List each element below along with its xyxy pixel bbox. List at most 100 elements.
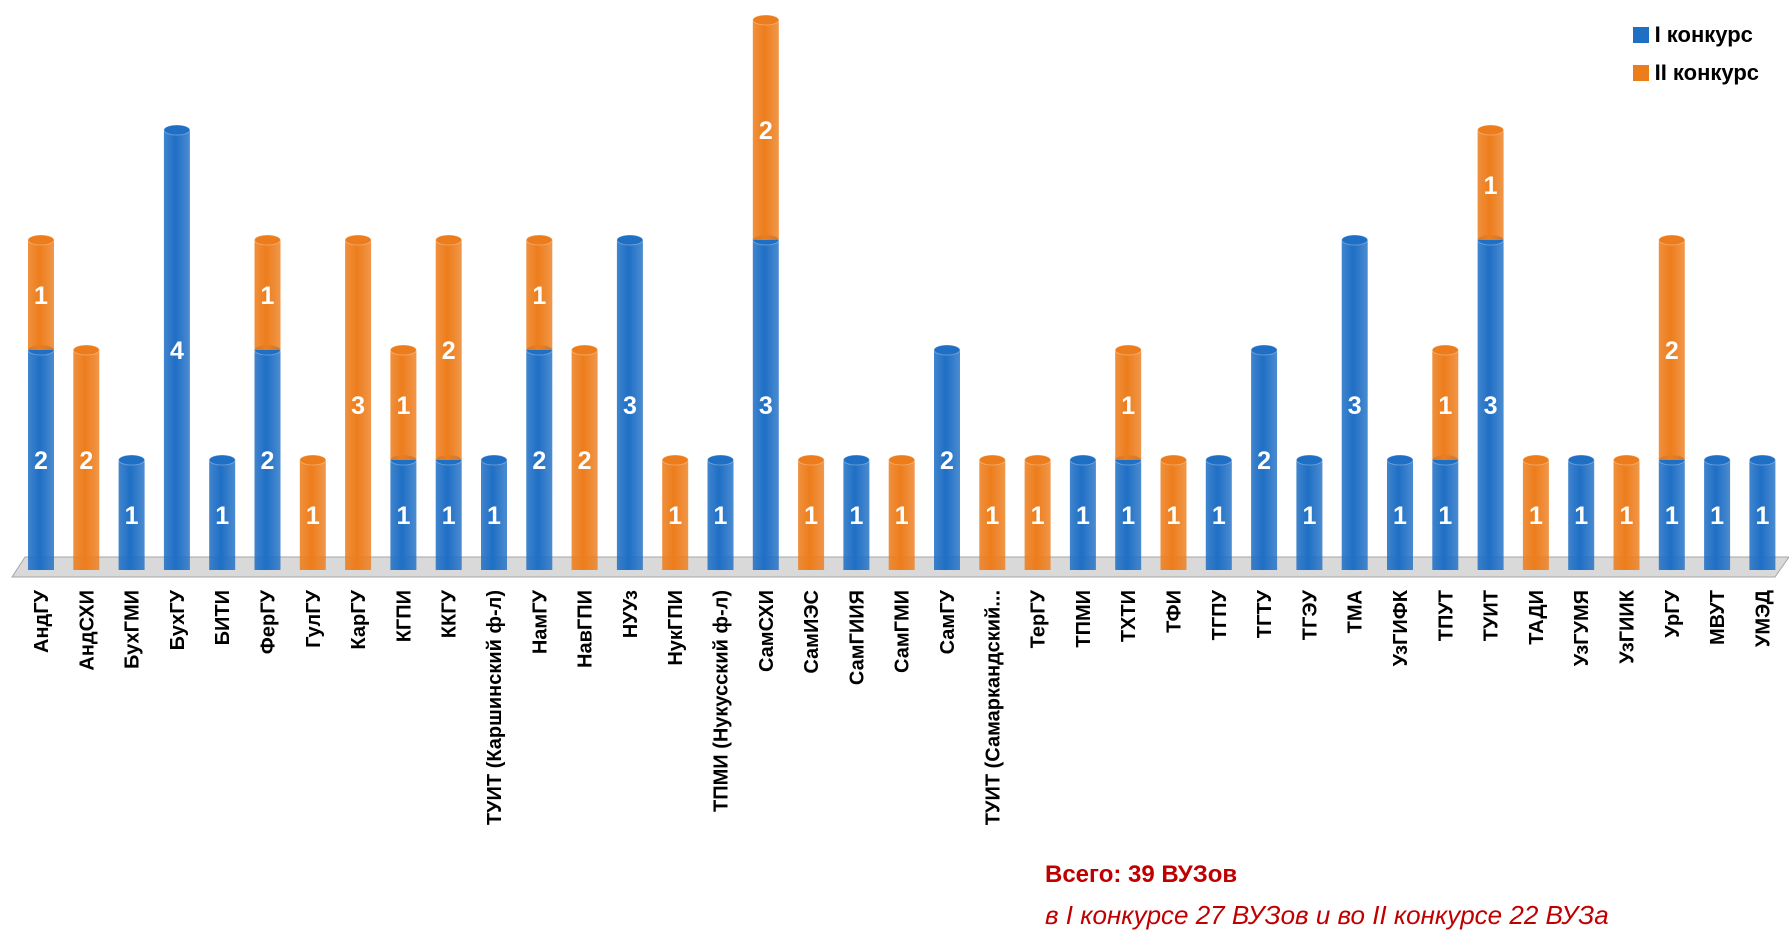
bar-cap-1-8 [389,344,417,356]
bar-cap-0-30 [1386,454,1414,466]
bar-round1-37 [1704,460,1731,570]
x-tick-label-34: УзГУМЯ [1571,590,1593,666]
data-label-1-14: 1 [668,502,682,530]
x-tick-label-26: ТГПУ [1209,589,1231,640]
data-label-0-15: 1 [714,502,728,530]
bar-cap-0-34 [1567,454,1595,466]
bar-round1-34 [1568,460,1595,570]
bar-cap-1-36 [1658,234,1686,246]
data-label-1-1: 2 [79,447,93,475]
summary-detail: в I конкурсе 27 ВУЗов и во II конкурсе 2… [1045,900,1609,930]
x-tick-label-18: СамГИИЯ [846,590,868,685]
bar-round1-23 [1069,460,1096,570]
bar-cap-1-32 [1477,124,1505,136]
bar-round1-9 [435,460,462,570]
chart-legend: I конкурс II конкурс [1632,16,1759,92]
bar-cap-1-21 [978,454,1006,466]
data-label-1-25: 1 [1167,502,1181,530]
x-tick-label-15: ТПМИ (Нукусский ф-л) [711,590,733,812]
x-tick-label-23: ТПМИ [1073,590,1095,648]
bar-round2-11 [526,240,553,350]
bar-round1-5 [254,350,281,570]
data-label-1-24: 1 [1121,392,1135,420]
data-label-1-32: 1 [1484,172,1498,200]
data-label-1-22: 1 [1031,502,1045,530]
data-label-1-7: 3 [351,392,365,420]
bar-cap-0-10 [480,454,508,466]
bar-cap-1-1 [72,344,100,356]
data-label-1-8: 1 [396,392,410,420]
bar-cap-1-11 [525,234,553,246]
x-tick-label-0: АндГУ [31,589,53,653]
bar-cap-0-38 [1748,454,1776,466]
bar-cap-1-6 [299,454,327,466]
x-tick-label-22: ТерГУ [1028,589,1050,648]
bar-cap-0-3 [163,124,191,136]
bar-cap-1-7 [344,234,372,246]
bar-cap-1-19 [888,454,916,466]
bar-cap-0-13 [616,234,644,246]
data-label-0-5: 2 [261,447,275,475]
bar-round1-0 [28,350,54,570]
bar-cap-1-33 [1522,454,1550,466]
bar-cap-1-0 [27,234,55,246]
x-tick-label-7: КарГУ [348,589,370,649]
bar-cap-1-14 [661,454,689,466]
x-tick-label-30: УзГИФК [1390,589,1412,666]
bar-round1-31 [1432,460,1459,570]
bar-round2-24 [1115,350,1142,460]
bar-cap-1-12 [571,344,599,356]
bar-round2-36 [1658,240,1685,460]
bar-cap-1-17 [797,454,825,466]
x-tick-label-21: ТУИТ (Самаркандский... [982,590,1004,825]
bar-round1-13 [616,240,643,570]
legend-swatch-series-2 [1632,65,1649,81]
data-label-0-9: 1 [442,502,456,530]
x-tick-label-8: КГПИ [393,590,415,642]
x-tick-label-31: ТПУТ [1435,590,1457,641]
data-label-0-38: 1 [1755,502,1769,530]
bar-round2-14 [662,460,689,570]
bar-cap-0-29 [1341,234,1369,246]
data-label-1-16: 2 [759,117,773,145]
bar-round1-20 [934,350,960,570]
x-tick-label-16: СамСХИ [756,590,778,672]
bar-round1-36 [1658,460,1685,570]
bar-round2-8 [390,350,417,460]
x-tick-label-28: ТГЭУ [1299,589,1321,640]
bar-round2-33 [1522,460,1549,570]
data-label-0-27: 2 [1257,447,1271,475]
x-tick-label-9: ККГУ [439,589,461,638]
x-tick-label-10: ТУИТ (Каршинский ф-л) [484,590,506,825]
bar-round2-17 [798,460,825,570]
bar-cap-1-31 [1431,344,1459,356]
data-label-0-4: 1 [215,502,229,530]
bar-cap-0-20 [933,344,961,356]
bar-round1-24 [1115,460,1142,570]
x-tick-label-32: ТУИТ [1481,590,1503,641]
bar-cap-0-4 [208,454,236,466]
x-tick-label-20: СамГУ [937,589,959,654]
summary-note: Всего: 39 ВУЗов в I конкурсе 27 ВУЗов и … [1045,855,1609,935]
bar-round2-9 [435,240,462,460]
bar-round2-32 [1477,130,1504,240]
data-label-1-35: 1 [1620,502,1634,530]
x-tick-label-3: БухГУ [167,589,189,650]
data-label-0-29: 3 [1348,392,1362,420]
x-tick-label-36: УрГУ [1662,589,1684,637]
legend-label-series-2: II конкурс [1654,60,1759,85]
data-label-1-17: 1 [804,502,818,530]
data-label-0-36: 1 [1665,502,1679,530]
bar-cap-0-37 [1703,454,1731,466]
bar-cap-1-22 [1024,454,1052,466]
data-label-1-11: 1 [532,282,546,310]
x-tick-label-38: УМЭД [1752,590,1774,647]
x-tick-label-12: НавГПИ [575,590,597,668]
bar-round1-4 [209,460,236,570]
data-label-0-16: 3 [759,392,773,420]
legend-item-series-2: II конкурс [1632,54,1759,92]
data-label-0-13: 3 [623,392,637,420]
bar-round1-2 [118,460,145,570]
